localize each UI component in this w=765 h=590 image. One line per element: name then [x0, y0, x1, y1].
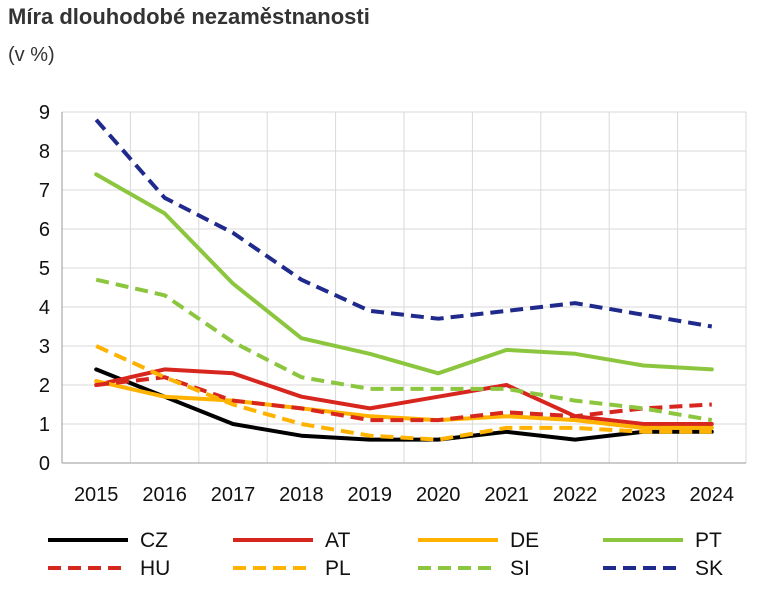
x-tick-label: 2018 [279, 484, 324, 506]
legend-label-cz: CZ [140, 529, 168, 552]
y-tick-label: 5 [39, 258, 50, 280]
series-line-de [94, 379, 714, 430]
gridlines [62, 111, 747, 463]
series-line-pt [94, 172, 714, 376]
y-tick-label: 8 [39, 141, 50, 163]
legend-label-pt: PT [695, 529, 722, 552]
series-line-si [95, 277, 713, 423]
legend-label-sk: SK [695, 557, 723, 580]
series-line-pl [95, 344, 712, 442]
y-tick-label: 9 [39, 102, 50, 124]
series-line-sk [94, 118, 713, 329]
legend: CZ AT DE PT HU PL SI SK [48, 529, 723, 580]
x-tick-label: 2023 [621, 484, 666, 506]
legend-label-at: AT [325, 529, 350, 552]
y-tick-label: 1 [39, 414, 50, 436]
x-tick-label: 2015 [74, 484, 119, 506]
legend-label-de: DE [510, 529, 539, 552]
axes [61, 112, 746, 464]
y-tick-label: 4 [39, 297, 50, 319]
y-tick-label: 6 [39, 219, 50, 241]
y-tick-label: 3 [39, 336, 50, 358]
y-tick-label: 0 [39, 453, 50, 475]
legend-label-hu: HU [140, 557, 170, 580]
x-tick-label: 2021 [484, 484, 529, 506]
tick-labels: 0 1 2 3 4 5 6 7 8 9 2015 2016 2017 2018 2019 2020 2021 20… [39, 102, 734, 506]
x-tick-label: 2019 [348, 484, 393, 506]
x-tick-label: 2017 [211, 484, 256, 506]
series-line-at [94, 367, 714, 426]
x-tick-label: 2024 [690, 484, 735, 506]
y-tick-label: 2 [39, 375, 50, 397]
legend-label-pl: PL [325, 557, 351, 580]
x-tick-label: 2022 [553, 484, 598, 506]
chart-title: Míra dlouhodobé nezaměstnanosti [8, 4, 370, 29]
legend-label-si: SI [510, 557, 530, 580]
series-lines [94, 118, 714, 442]
chart-subtitle: (v %) [8, 44, 55, 66]
x-tick-label: 2016 [142, 484, 187, 506]
x-tick-label: 2020 [416, 484, 461, 506]
y-tick-label: 7 [39, 180, 50, 202]
